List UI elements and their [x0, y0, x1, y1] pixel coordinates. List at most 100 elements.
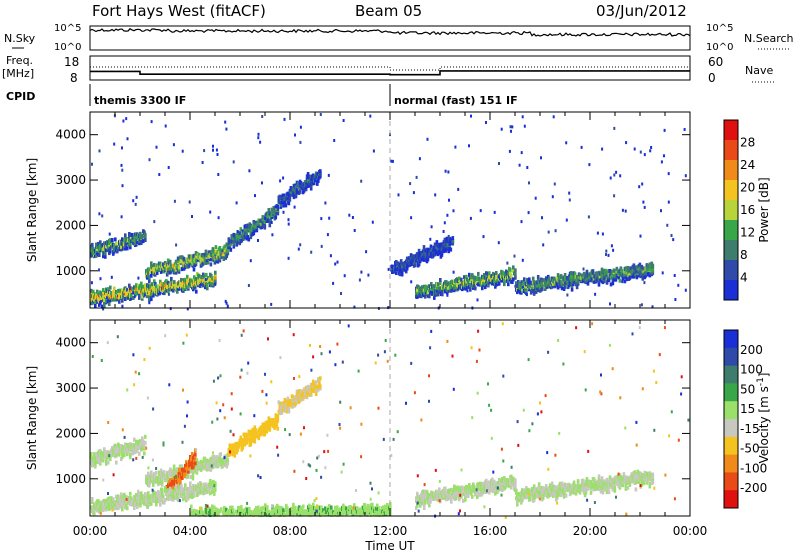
heatmap-cell: [551, 281, 555, 286]
heatmap-cell: [112, 497, 115, 502]
heatmap-cell: [507, 278, 510, 283]
heatmap-cell: [274, 215, 278, 220]
heatmap-cell: [287, 194, 290, 198]
heatmap-cell: [674, 298, 677, 301]
heatmap-cell: [525, 284, 528, 289]
heatmap-cell: [283, 117, 286, 121]
heatmap-cell: [452, 270, 455, 274]
heatmap-cell: [135, 283, 138, 288]
heatmap-cell: [515, 281, 518, 286]
heatmap-cell: [509, 125, 512, 129]
heatmap-cell: [527, 281, 530, 285]
heatmap-cell: [542, 278, 546, 283]
heatmap-cell: [638, 262, 642, 267]
nsky-tick-bottom: 10^0: [54, 42, 81, 53]
heatmap-cell: [472, 285, 475, 290]
heatmap-cell: [520, 220, 523, 224]
heatmap-cell: [426, 257, 430, 262]
heatmap-cell: [185, 486, 188, 491]
heatmap-cell: [495, 484, 498, 488]
heatmap-cell: [276, 418, 280, 423]
heatmap-cell: [194, 284, 197, 289]
heatmap-cell: [102, 290, 105, 295]
heatmap-cell: [111, 238, 114, 242]
heatmap-cell: [641, 276, 645, 281]
heatmap-cell: [460, 277, 463, 282]
heatmap-cell: [105, 298, 108, 303]
heatmap-cell: [282, 176, 285, 180]
heatmap-cell: [632, 269, 636, 274]
heatmap-cell: [633, 147, 636, 151]
heatmap-cell: [215, 148, 218, 152]
heatmap-cell: [444, 486, 447, 491]
heatmap-cell: [309, 179, 313, 184]
heatmap-cell: [231, 452, 235, 457]
heatmap-cell: [531, 276, 535, 281]
heatmap-cell: [159, 279, 162, 284]
heatmap-cell: [289, 192, 293, 197]
heatmap-cell: [441, 292, 444, 297]
heatmap-cell: [473, 485, 476, 490]
heatmap-cell: [320, 244, 323, 248]
heatmap-cell: [279, 401, 283, 406]
heatmap-cell: [261, 217, 265, 222]
heatmap-cell: [167, 280, 170, 285]
heatmap-cell: [142, 284, 145, 289]
heatmap-cell: [187, 469, 190, 474]
heatmap-cell: [169, 468, 173, 473]
heatmap-cell: [164, 486, 167, 490]
heatmap-cell: [131, 233, 134, 238]
heatmap-cell: [114, 445, 117, 450]
heatmap-cell: [469, 287, 472, 292]
heatmap-cell: [144, 434, 147, 439]
heatmap-cell: [306, 175, 310, 180]
heatmap-cell: [113, 286, 116, 291]
heatmap-cell: [133, 506, 136, 511]
heatmap-cell: [102, 288, 105, 292]
heatmap-cell: [294, 185, 298, 190]
heatmap-cell: [451, 236, 455, 241]
heatmap-cell: [666, 223, 669, 227]
heatmap-cell: [110, 291, 113, 296]
heatmap-cell: [311, 379, 315, 384]
heatmap-cell: [521, 115, 524, 119]
heatmap-cell: [562, 287, 566, 291]
heatmap-cell: [218, 258, 222, 263]
heatmap-cell: [642, 200, 645, 204]
heatmap-cell: [619, 174, 622, 178]
heatmap-cell: [130, 293, 133, 298]
heatmap-cell: [161, 491, 164, 496]
heatmap-cell: [117, 494, 120, 499]
heatmap-cell: [263, 223, 267, 228]
heatmap-cell: [92, 289, 95, 294]
heatmap-cell: [547, 276, 551, 281]
heatmap-cell: [500, 127, 503, 131]
heatmap-cell: [123, 492, 126, 497]
heatmap-cell: [488, 480, 491, 485]
heatmap-cell: [532, 289, 536, 293]
heatmap-cell: [224, 299, 227, 303]
heatmap-cell: [495, 282, 498, 287]
heatmap-cell: [568, 198, 571, 202]
heatmap-cell: [320, 217, 323, 221]
heatmap-cell: [516, 283, 519, 288]
heatmap-cell: [306, 172, 310, 176]
heatmap-cell: [141, 436, 144, 441]
heatmap-cell: [299, 140, 302, 144]
heatmap-cell: [358, 278, 361, 282]
heatmap-cell: [499, 487, 502, 492]
heatmap-cell: [600, 270, 604, 275]
heatmap-cell: [640, 267, 644, 272]
heatmap-cell: [443, 237, 447, 242]
heatmap-cell: [291, 189, 295, 194]
heatmap-cell: [512, 265, 515, 270]
heatmap-cell: [514, 273, 517, 278]
heatmap-cell: [561, 282, 565, 286]
heatmap-cell: [209, 250, 213, 255]
heatmap-cell: [110, 496, 113, 501]
heatmap-cell: [436, 285, 439, 290]
heatmap-cell: [136, 505, 139, 510]
heatmap-cell: [422, 493, 425, 498]
heatmap-cell: [609, 275, 613, 280]
